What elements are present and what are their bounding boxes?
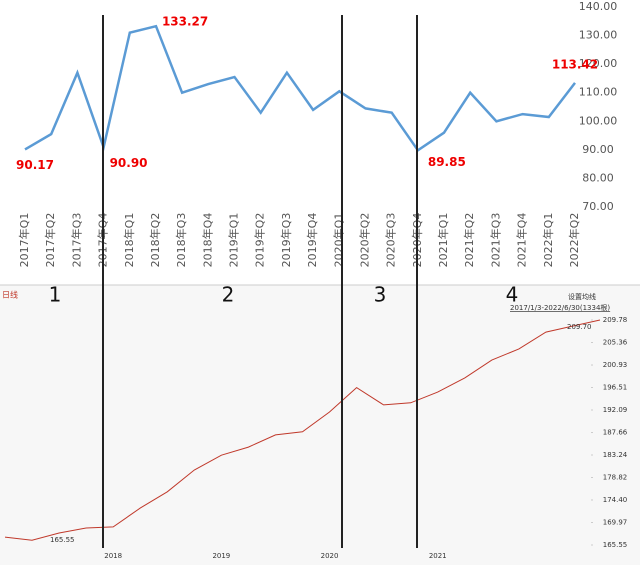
y-tick-label: 209.78	[603, 316, 628, 324]
y-tick-label: 165.55	[603, 541, 628, 549]
max-label: 209.70	[567, 323, 592, 331]
y-tick-label: 178.82	[603, 473, 628, 481]
line	[24, 24, 576, 153]
y-tick-label: 80.00	[582, 171, 614, 184]
y-tick-label: 169.97	[603, 519, 628, 527]
y-tick-label: 70.00	[582, 200, 614, 213]
data-label: 89.85	[428, 155, 466, 169]
y-tick-label: 110.00	[579, 86, 618, 99]
ma-button[interactable]: 设置均线	[568, 292, 596, 301]
x-tick-label: 2019年Q3	[279, 213, 293, 268]
y-tick-label: 174.40	[603, 496, 628, 504]
period-label: 4	[506, 283, 519, 307]
x-tick-label: 2021	[429, 552, 447, 560]
period-label: 1	[49, 283, 62, 307]
x-tick-label: 2018年Q2	[148, 213, 162, 268]
x-tick-label: 2017年Q1	[17, 213, 31, 268]
bottom-title: 日线	[2, 290, 18, 300]
x-tick-label: 2019年Q2	[253, 213, 267, 268]
x-tick-label: 2020年Q3	[384, 213, 398, 268]
x-tick-label: 2020年Q2	[357, 213, 371, 268]
y-tick-label: 205.36	[603, 338, 628, 346]
x-tick-label: 2022年Q2	[567, 213, 581, 268]
y-tick-label: 196.51	[603, 384, 628, 392]
data-label: 90.90	[110, 156, 148, 170]
x-tick-label: 2020	[321, 552, 339, 560]
y-tick-label: 120.00	[579, 57, 618, 70]
x-tick-label: 2021年Q1	[436, 213, 450, 268]
line	[4, 319, 601, 541]
x-tick-label: 2018年Q4	[200, 213, 214, 268]
y-tick-label: 183.24	[603, 451, 628, 459]
y-tick-label: 200.93	[603, 361, 628, 369]
x-tick-label: 2018年Q3	[174, 213, 188, 268]
data-label: 90.17	[16, 158, 54, 172]
date-range[interactable]: 2017/1/3-2022/6/30(1334根)	[510, 303, 610, 312]
x-tick-label: 2018年Q1	[122, 213, 136, 268]
x-tick-label: 2021年Q3	[488, 213, 502, 268]
x-tick-label: 2019	[212, 552, 230, 560]
x-tick-label: 2018	[104, 552, 122, 560]
period-label: 2	[222, 283, 235, 307]
x-tick-label: 2020年Q1	[331, 213, 345, 268]
y-tick-label: 130.00	[579, 29, 618, 42]
y-tick-label: 192.09	[603, 406, 628, 414]
top-panel	[0, 0, 640, 285]
y-tick-label: 100.00	[579, 114, 618, 127]
y-tick-label: 140.00	[579, 0, 618, 13]
data-label: 133.27	[162, 15, 208, 29]
x-tick-label: 2021年Q2	[462, 213, 476, 268]
y-tick-label: 90.00	[582, 143, 614, 156]
min-label: 165.55	[50, 536, 75, 544]
period-label: 3	[374, 283, 387, 307]
x-tick-label: 2017年Q2	[43, 213, 57, 268]
y-tick-label: 187.66	[603, 429, 628, 437]
x-tick-label: 2022年Q1	[541, 213, 555, 268]
data-label: 113.42	[552, 57, 598, 71]
x-tick-label: 2017年Q3	[69, 213, 83, 268]
x-tick-label: 2019年Q4	[305, 213, 319, 268]
bottom-panel	[0, 285, 640, 565]
x-tick-label: 2019年Q1	[227, 213, 241, 268]
x-tick-label: 2021年Q4	[515, 213, 529, 268]
